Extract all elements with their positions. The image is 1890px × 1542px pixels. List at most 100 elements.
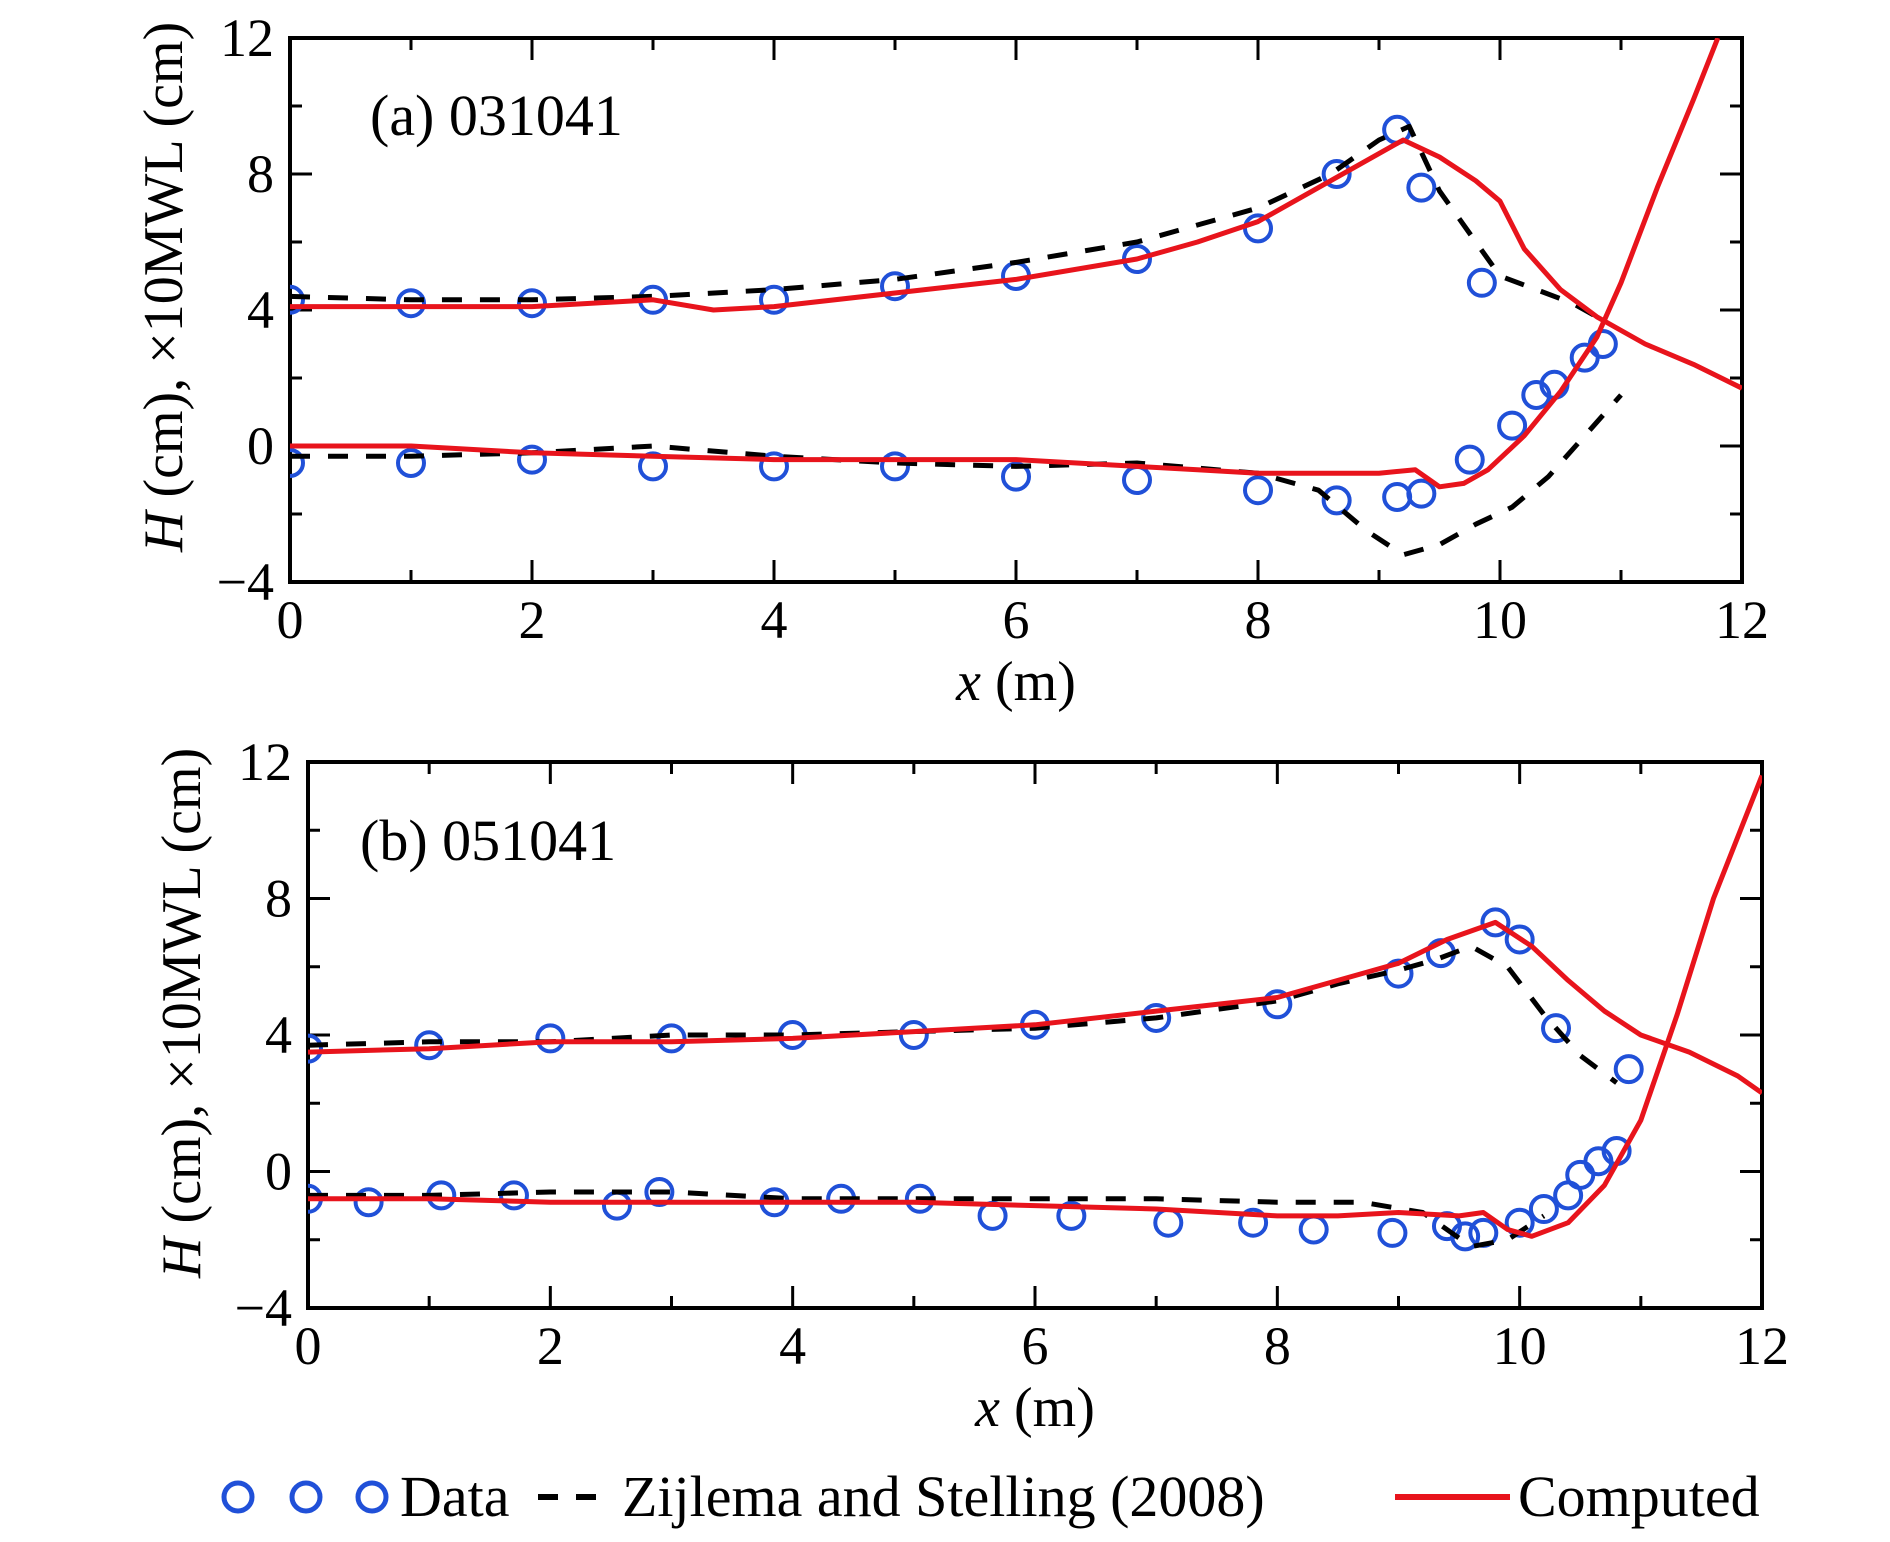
x-tick-label: 0 <box>295 1316 322 1376</box>
x-axis-unit: (m) <box>981 651 1076 713</box>
y-axis-var: H <box>133 509 195 553</box>
data-point <box>517 444 547 475</box>
data-point <box>1450 1221 1481 1252</box>
data-point <box>638 451 668 482</box>
data-point <box>1238 1207 1269 1238</box>
x-tick-label: 8 <box>1264 1316 1291 1376</box>
data-point <box>1141 1002 1172 1033</box>
data-point <box>1454 444 1485 475</box>
legend-item-zijlema: Zijlema and Stelling (2008) <box>538 1464 1265 1529</box>
data-point <box>759 451 789 482</box>
data-point <box>1504 1207 1535 1238</box>
computed-line <box>290 137 1742 391</box>
data-point <box>1497 410 1528 441</box>
data-point <box>1565 1159 1596 1190</box>
data-point <box>1153 1207 1184 1238</box>
computed-line <box>290 38 1721 490</box>
data-point <box>656 1023 687 1054</box>
y-tick-label: 8 <box>265 869 292 929</box>
data-point <box>396 448 426 478</box>
data-point <box>396 288 426 319</box>
legend-item-data: Data <box>221 1464 510 1529</box>
x-tick-label: 0 <box>277 590 304 650</box>
data-point <box>1528 1194 1559 1225</box>
data-point <box>644 1176 675 1207</box>
y-axis-label: H (cm), ×10MWL (cm) <box>133 22 195 553</box>
x-tick-label: 2 <box>537 1316 564 1376</box>
legend-item-computed: Computed <box>1395 1464 1760 1529</box>
data-point <box>308 1033 323 1064</box>
y-tick-label: 0 <box>265 1142 292 1202</box>
x-axis-unit: (m) <box>1000 1377 1095 1439</box>
y-tick-label: 12 <box>220 8 274 68</box>
x-tick-label: 4 <box>779 1316 806 1376</box>
legend-label-computed: Computed <box>1518 1464 1760 1529</box>
data-point <box>880 271 910 302</box>
x-tick-label: 12 <box>1735 1316 1789 1376</box>
data-point <box>1001 461 1031 492</box>
data-point <box>1122 465 1152 495</box>
legend-marker-data <box>289 1480 323 1514</box>
data-point <box>290 448 305 478</box>
data-point <box>1243 475 1273 506</box>
x-tick-label: 2 <box>519 590 546 650</box>
data-point <box>1406 478 1437 509</box>
x-tick-label: 10 <box>1493 1316 1547 1376</box>
x-axis-var: x <box>955 651 981 713</box>
y-axis-rest: (cm), ×10MWL (cm) <box>151 748 213 1238</box>
data-point <box>1541 1013 1572 1044</box>
panel-title: (b) 051041 <box>360 808 616 873</box>
data-point <box>1382 482 1413 512</box>
zijlema-line <box>308 943 1619 1085</box>
data-point <box>1321 485 1352 516</box>
data-point <box>1298 1214 1329 1245</box>
legend: Data Zijlema and Stelling (2008) Compute… <box>221 1464 1760 1529</box>
data-point <box>1504 924 1535 955</box>
x-axis-var: x <box>974 1377 1000 1439</box>
data-point <box>898 1020 929 1050</box>
data-point <box>1480 907 1511 938</box>
computed-line <box>308 919 1762 1096</box>
plot-area <box>308 774 1762 1252</box>
y-tick-label: −4 <box>235 1278 292 1338</box>
data-point <box>1056 1200 1087 1231</box>
x-tick-label: 4 <box>761 590 788 650</box>
data-point <box>880 451 910 482</box>
data-point <box>601 1190 632 1221</box>
data-point <box>759 284 789 315</box>
data-point <box>517 288 547 319</box>
panel-title: (a) 031041 <box>370 83 623 148</box>
y-axis-label: H (cm), ×10MWL (cm) <box>151 748 213 1279</box>
legend-label-zijlema: Zijlema and Stelling (2008) <box>622 1464 1265 1529</box>
data-point <box>1613 1054 1644 1085</box>
x-tick-label: 6 <box>1003 590 1030 650</box>
data-point <box>353 1187 384 1218</box>
zijlema-line <box>290 123 1599 319</box>
data-point <box>290 284 305 315</box>
y-tick-label: 4 <box>265 1005 292 1065</box>
x-tick-label: 10 <box>1473 590 1527 650</box>
data-point <box>1466 267 1497 298</box>
legend-marker-data <box>355 1480 389 1514</box>
data-point <box>535 1023 566 1054</box>
x-tick-label: 6 <box>1022 1316 1049 1376</box>
zijlema-line <box>290 393 1623 558</box>
data-point <box>1377 1217 1408 1248</box>
data-point <box>1406 172 1437 203</box>
y-tick-label: 8 <box>247 144 274 204</box>
x-tick-label: 8 <box>1245 590 1272 650</box>
y-tick-label: −4 <box>217 552 274 612</box>
data-point <box>1321 159 1352 189</box>
legend-label-data: Data <box>400 1464 510 1529</box>
y-tick-label: 0 <box>247 416 274 476</box>
x-axis-label: x (m) <box>974 1377 1095 1439</box>
computed-line <box>308 774 1762 1239</box>
x-tick-label: 12 <box>1715 590 1769 650</box>
x-axis-label: x (m) <box>955 651 1076 713</box>
legend-marker-data <box>221 1480 255 1514</box>
y-axis-rest: (cm), ×10MWL (cm) <box>133 22 195 512</box>
plot-area <box>290 38 1742 558</box>
